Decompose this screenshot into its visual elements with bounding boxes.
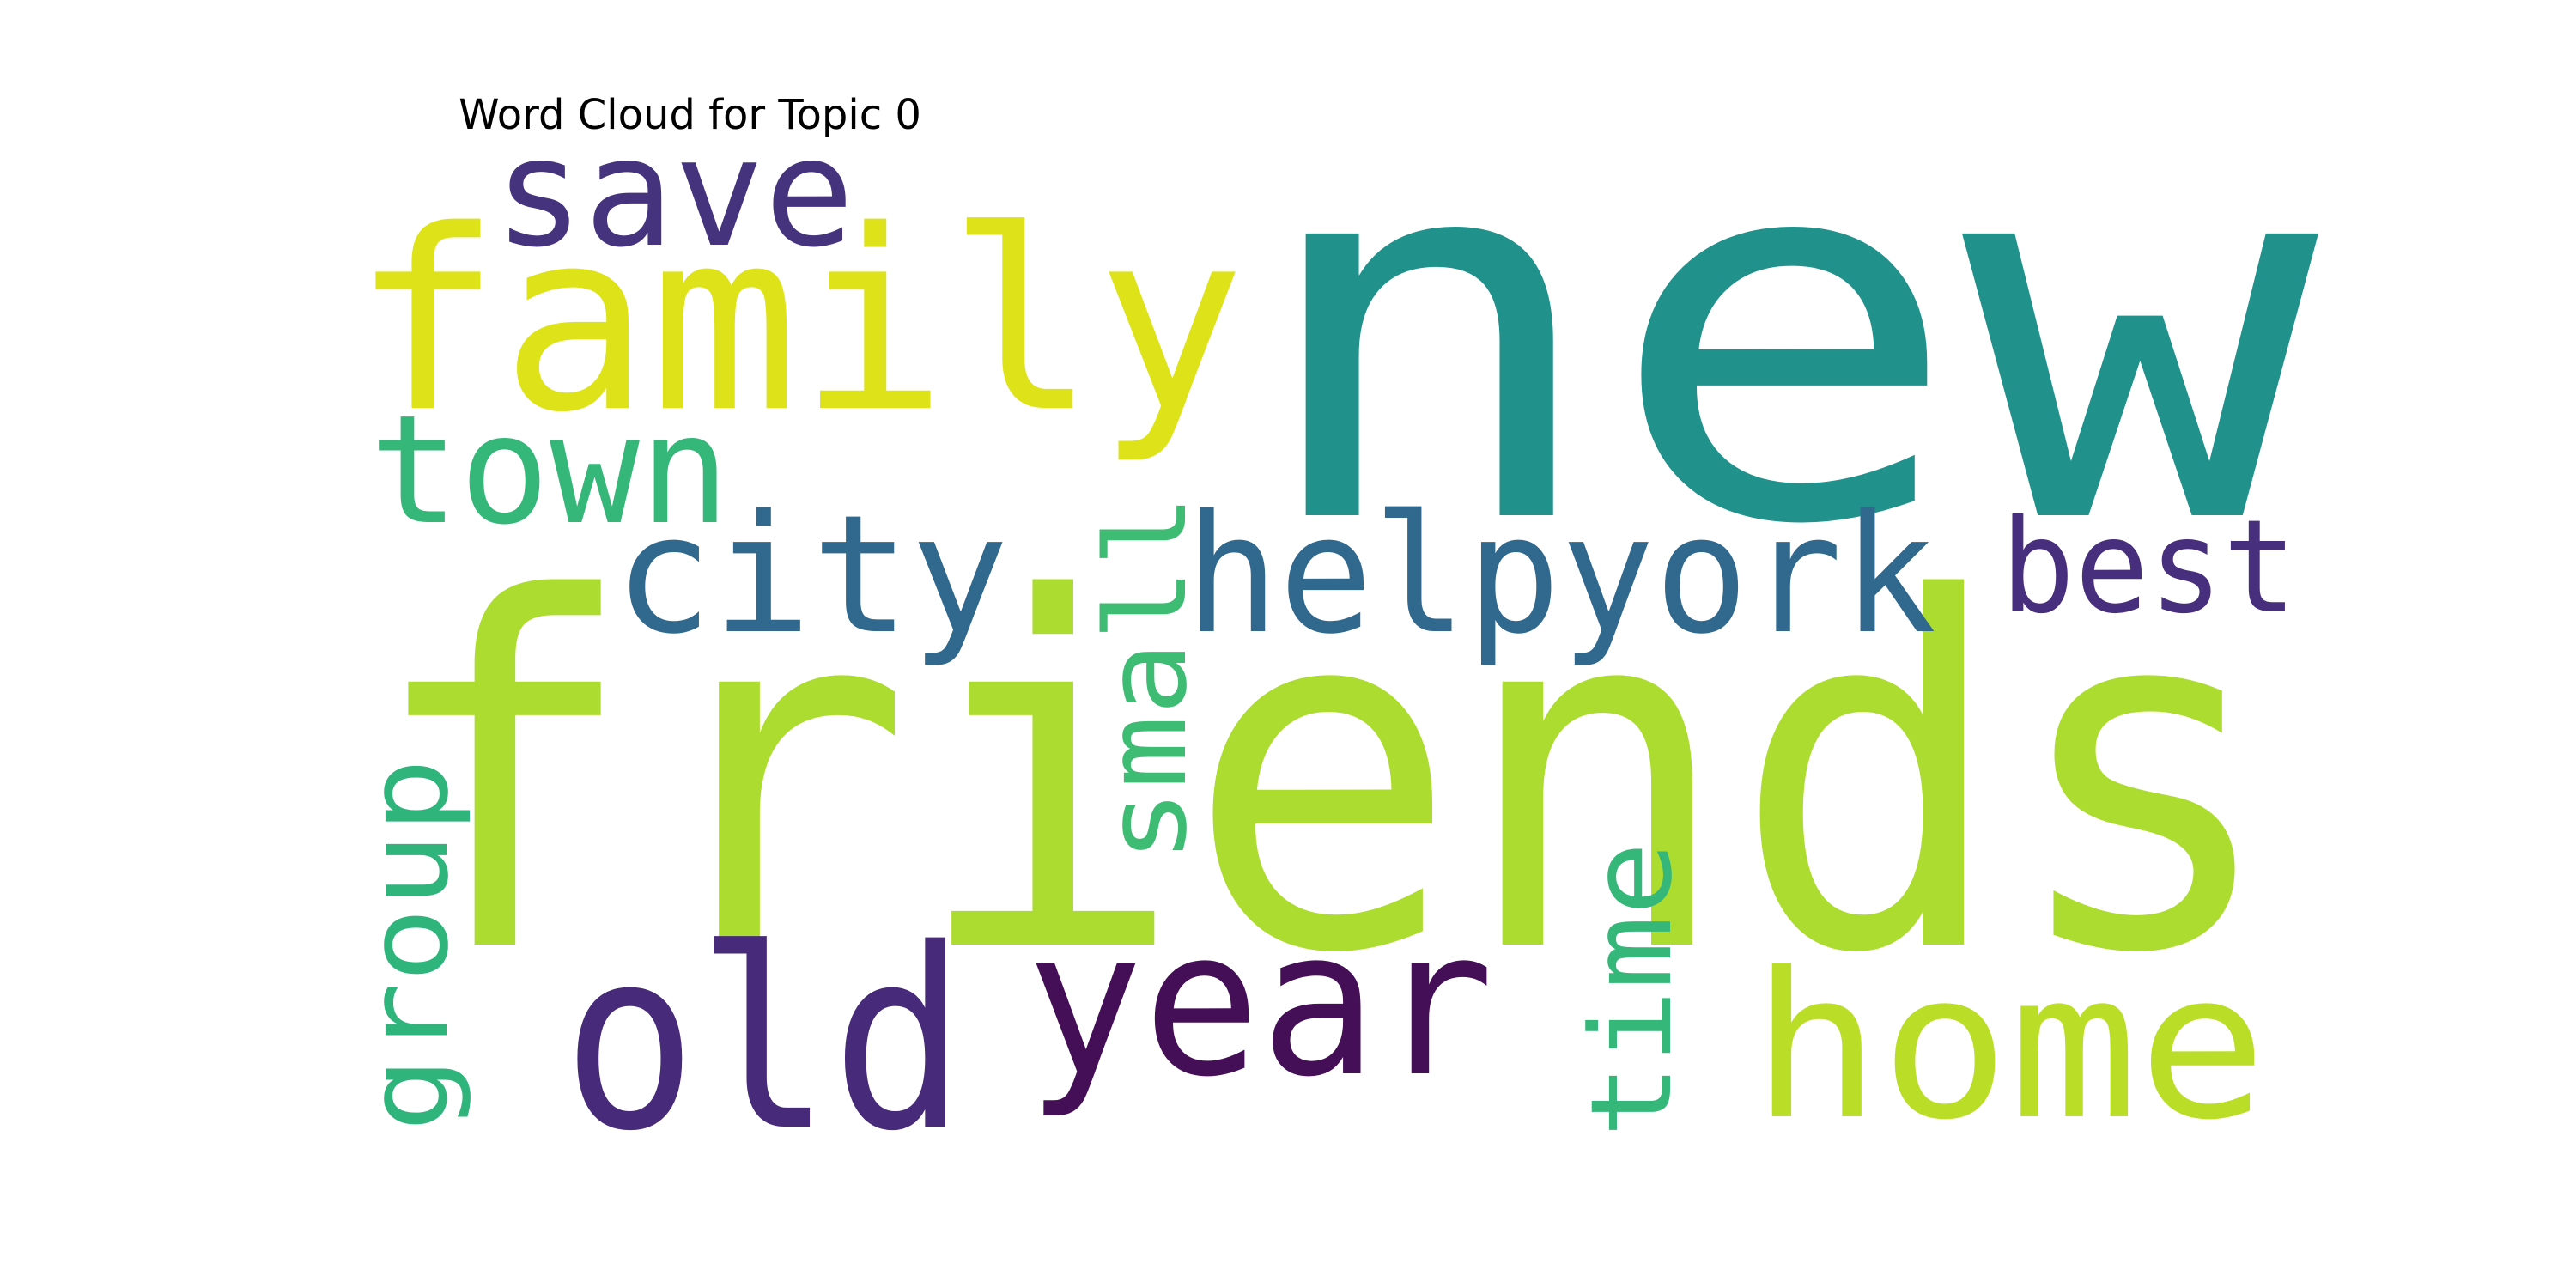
page-title: Word Cloud for Topic 0 [459,91,921,139]
word-old: old [562,896,966,1186]
word-city: city [614,480,1009,670]
word-time: time [1566,841,1697,1138]
word-home: home [1752,930,2267,1164]
word-save: save [494,106,854,281]
word-small: small [1081,494,1212,863]
word-best: best [2001,493,2297,642]
word-family: family [352,178,1245,467]
word-friends: friends [365,499,2280,1059]
word-year: year [1026,887,1494,1121]
word-helpyork: helpyork [1185,480,1936,670]
word-new: new [1249,37,2323,637]
word-group: group [343,758,473,1132]
word-town: town [369,384,730,558]
